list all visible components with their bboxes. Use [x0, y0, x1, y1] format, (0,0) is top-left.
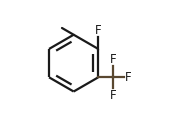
Text: F: F: [110, 89, 116, 102]
Text: F: F: [125, 71, 131, 84]
Text: F: F: [110, 53, 116, 66]
Text: F: F: [95, 24, 101, 37]
